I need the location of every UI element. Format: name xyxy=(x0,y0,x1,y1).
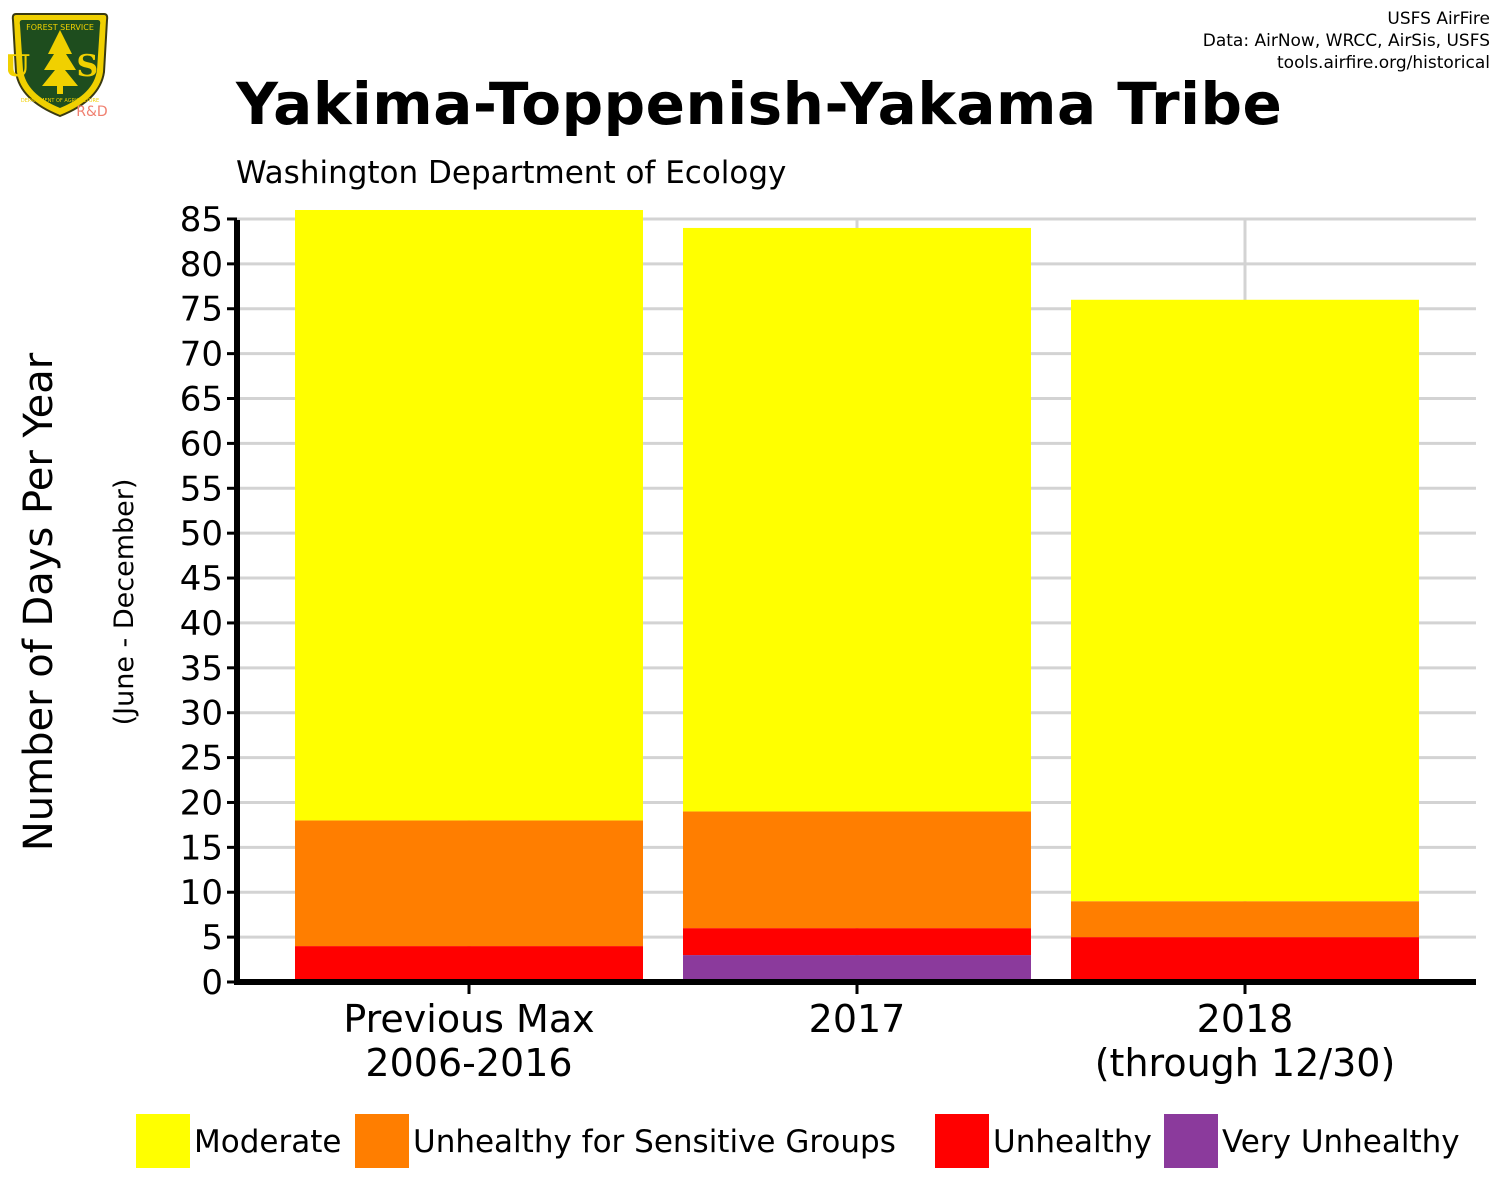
legend-swatch-very-unhealthy xyxy=(1164,1114,1218,1168)
logo-rd-text: R&D xyxy=(76,104,107,120)
legend-label-moderate: Moderate xyxy=(194,1124,341,1160)
y-axis-label: Number of Days Per Year xyxy=(16,352,62,851)
y-tick-label: 70 xyxy=(180,335,223,375)
legend-swatch-unhealthy xyxy=(935,1114,989,1168)
chart-subtitle: Washington Department of Ecology xyxy=(236,155,787,191)
x-tick-label: Previous Max xyxy=(343,997,594,1041)
credit-line-2: Data: AirNow, WRCC, AirSis, USFS xyxy=(1202,31,1490,51)
bar-segment-moderate xyxy=(1071,299,1419,902)
y-tick-label: 5 xyxy=(201,918,223,958)
legend-label-very-unhealthy: Very Unhealthy xyxy=(1222,1124,1460,1160)
y-tick-label: 40 xyxy=(180,604,223,644)
legend: Moderate Unhealthy for Sensitive Groups Un… xyxy=(136,1114,1460,1168)
bar-segment-unhealthy xyxy=(1071,937,1419,982)
x-tick-label: 2006-2016 xyxy=(365,1041,572,1085)
y-tick-label: 45 xyxy=(180,559,223,599)
bar-segment-unhealthy xyxy=(683,928,1031,956)
x-tick-label: 2017 xyxy=(809,997,906,1041)
legend-swatch-unhealthy-for-sensitive-groups xyxy=(355,1114,409,1168)
x-tick-label: 2018 xyxy=(1197,997,1294,1041)
bar-segment-very-unhealthy xyxy=(683,955,1031,982)
axes xyxy=(227,217,1476,994)
legend-label-unhealthy: Unhealthy xyxy=(993,1124,1152,1160)
bars xyxy=(295,210,1419,982)
logo-us-text: U S xyxy=(8,49,112,84)
credit-line-1: USFS AirFire xyxy=(1387,9,1490,29)
y-tick-label: 25 xyxy=(180,739,223,779)
y-tick-label: 85 xyxy=(180,200,223,240)
bar-segment-unhealthy-for-sensitive-groups xyxy=(295,820,643,947)
y-tick-label: 20 xyxy=(180,783,223,823)
y-tick-label: 0 xyxy=(201,963,223,1003)
legend-swatch-moderate xyxy=(136,1114,190,1168)
y-tick-label: 80 xyxy=(180,245,223,285)
bar-segment-moderate xyxy=(683,227,1031,812)
y-tick-label: 15 xyxy=(180,828,223,868)
y-tick-label: 55 xyxy=(180,469,223,509)
credit-line-3: tools.airfire.org/historical xyxy=(1277,53,1490,73)
y-tick-label: 60 xyxy=(180,424,223,464)
bar-segment-moderate xyxy=(295,210,643,821)
y-tick-label: 10 xyxy=(180,873,223,913)
y-tick-label: 35 xyxy=(180,649,223,689)
bar-segment-unhealthy-for-sensitive-groups xyxy=(1071,901,1419,938)
y-tick-label: 75 xyxy=(180,290,223,330)
chart-title: Yakima-Toppenish-Yakama Tribe xyxy=(236,70,1283,138)
y-axis-sublabel: (June - December) xyxy=(109,479,140,726)
logo-top-text: FOREST SERVICE xyxy=(26,23,94,32)
x-tick-label: (through 12/30) xyxy=(1095,1041,1396,1085)
logo-bottom-text: DEPARTMENT OF AGRICULTURE xyxy=(21,98,99,104)
bar-segment-unhealthy-for-sensitive-groups xyxy=(683,811,1031,929)
forest-service-logo: U S FOREST SERVICE DEPARTMENT OF AGRICUL… xyxy=(8,13,112,120)
y-tick-label: 30 xyxy=(180,694,223,734)
y-tick-label: 65 xyxy=(180,380,223,420)
legend-label-unhealthy-for-sensitive-groups: Unhealthy for Sensitive Groups xyxy=(413,1124,896,1160)
y-tick-label: 50 xyxy=(180,514,223,554)
bar-segment-unhealthy xyxy=(295,946,643,982)
credits: USFS AirFire Data: AirNow, WRCC, AirSis,… xyxy=(1203,8,1490,74)
y-axis-labels: Number of Days Per Year (June - December… xyxy=(16,352,140,851)
